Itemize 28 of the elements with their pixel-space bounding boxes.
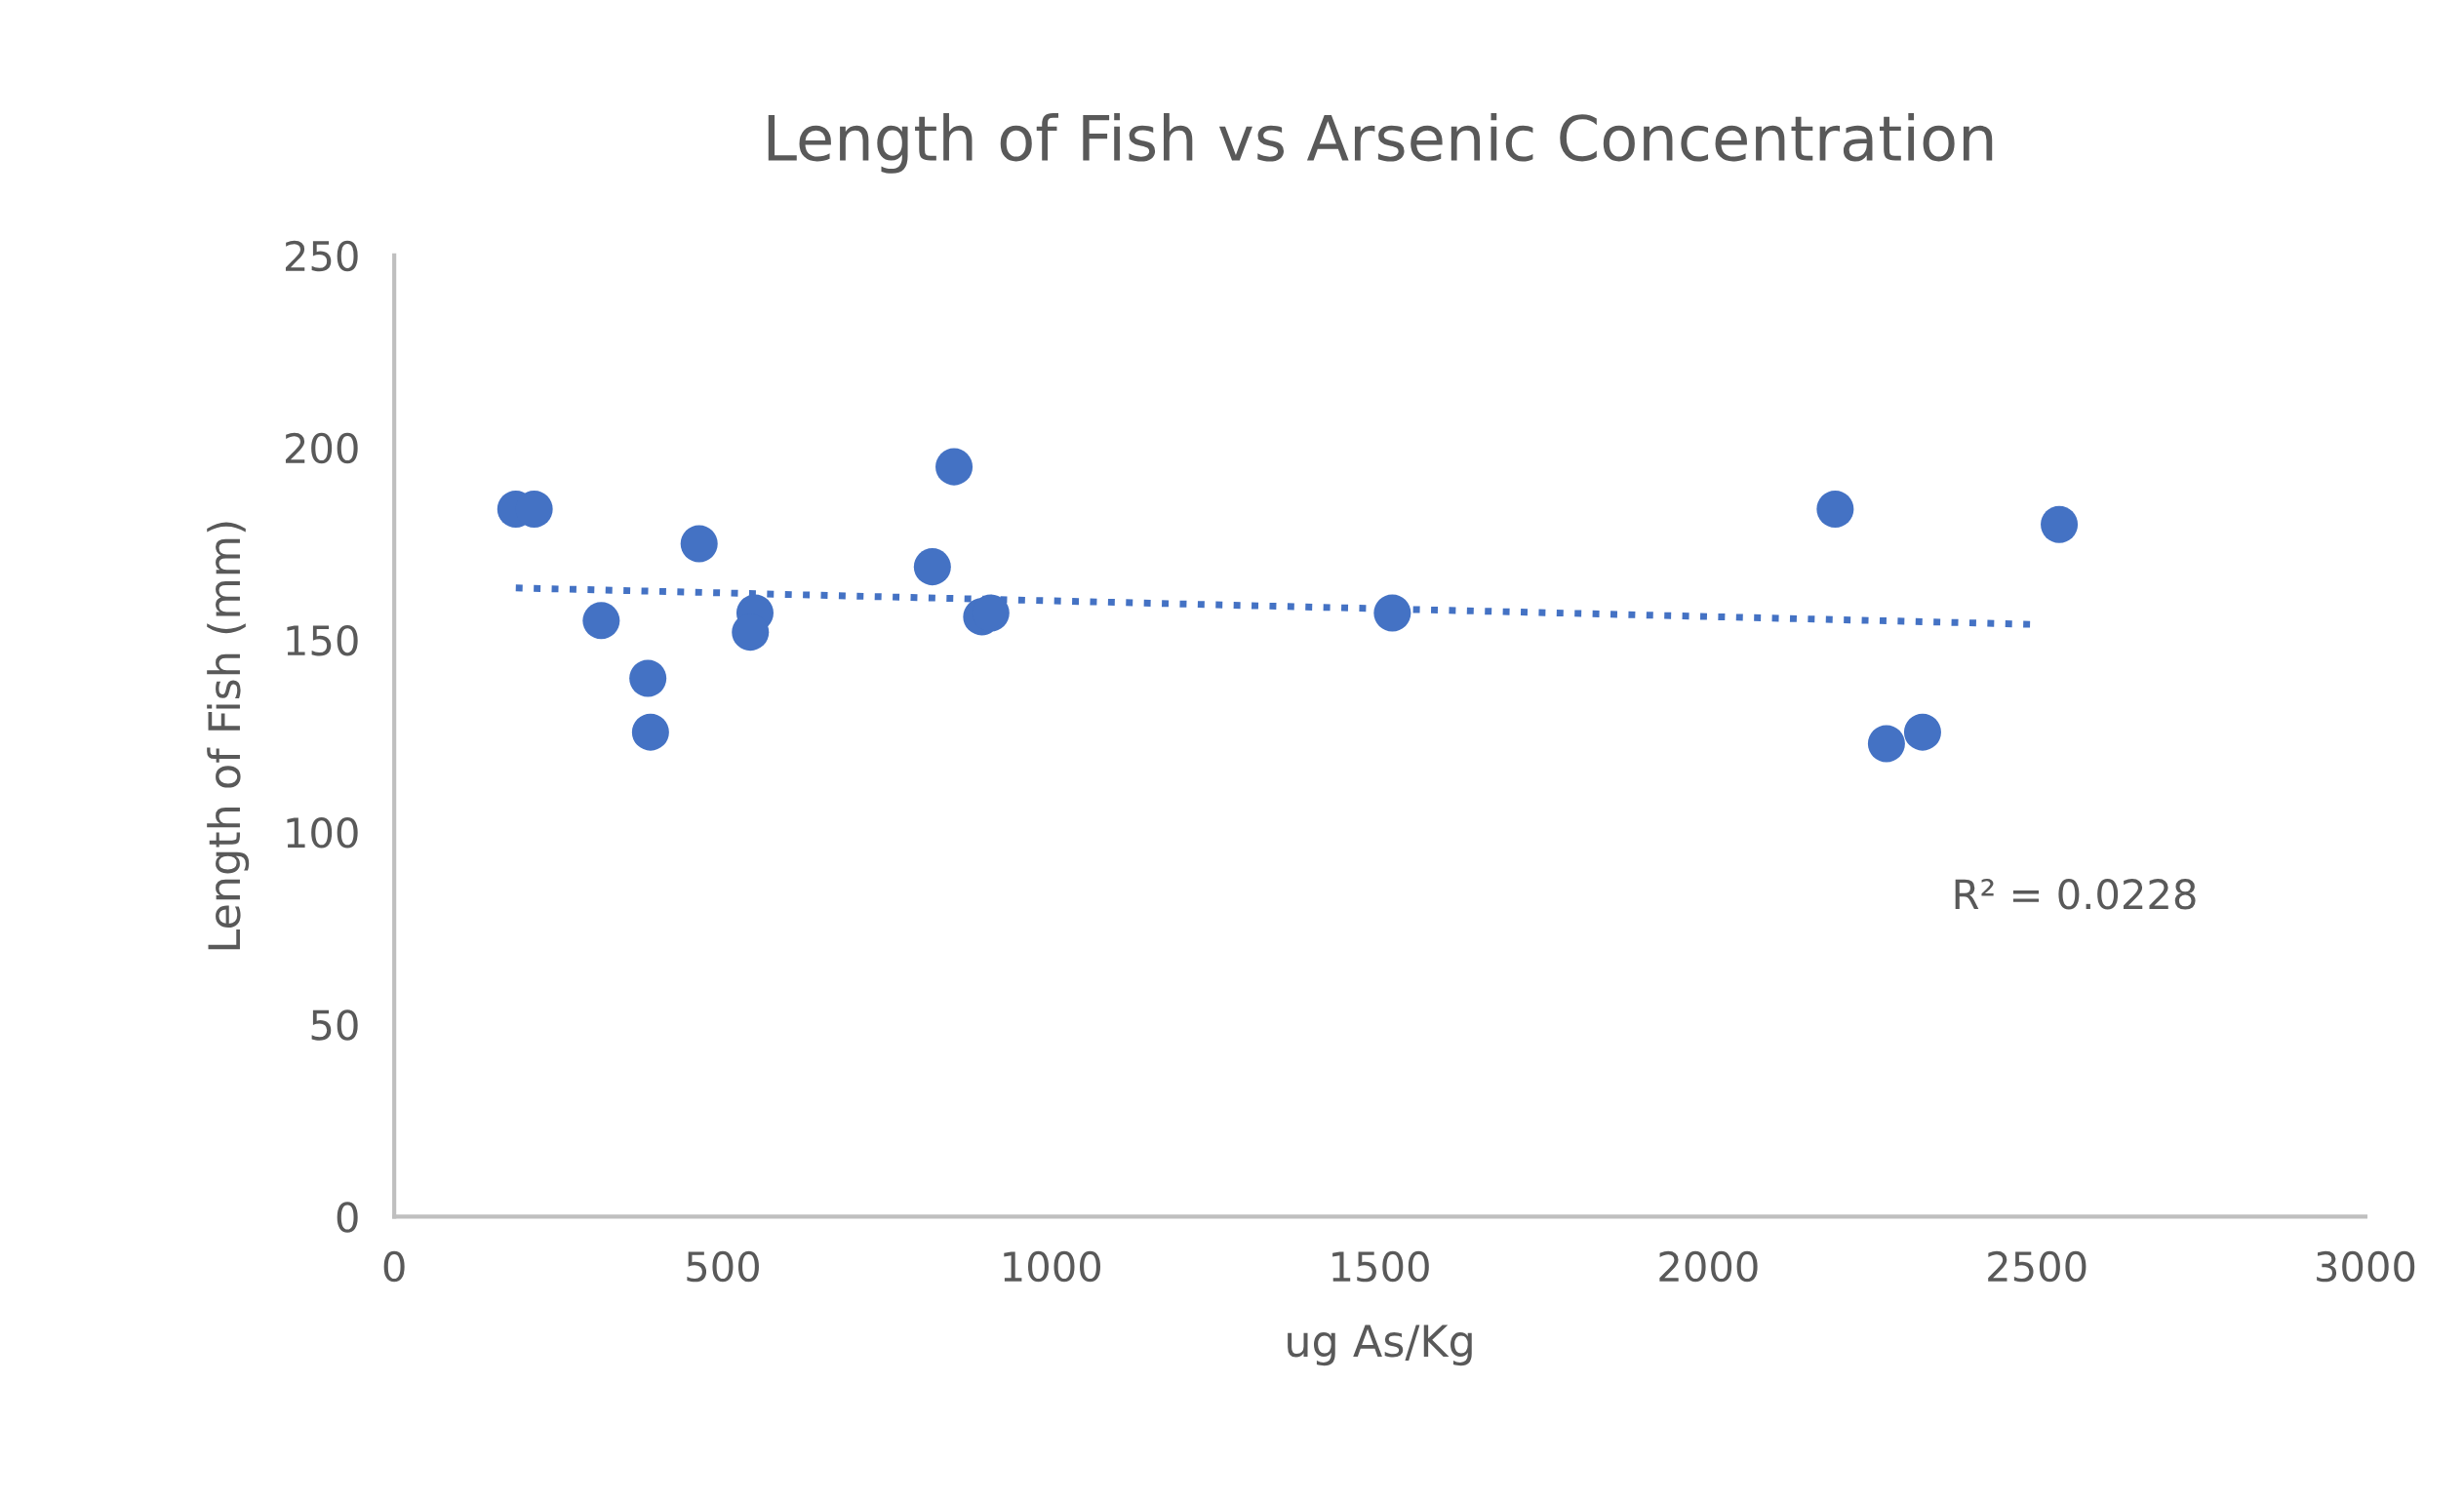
point — [1816, 490, 1854, 529]
x-tick-label: 1500 — [1332, 1250, 1429, 1283]
point — [1903, 713, 1941, 751]
x-tick-label: 500 — [687, 1250, 759, 1283]
point — [582, 602, 620, 640]
point — [680, 525, 718, 563]
y-tick-label: 250 — [285, 240, 358, 272]
x-tick-label: 1000 — [1004, 1250, 1101, 1283]
point — [935, 448, 974, 486]
point — [631, 713, 669, 751]
x-tick-label: 0 — [383, 1250, 405, 1283]
point — [2041, 505, 2079, 543]
y-tick-label: 100 — [287, 817, 358, 849]
point — [629, 659, 667, 697]
y-tick-label: 150 — [287, 624, 358, 656]
annotation: R² = 0.0228 — [1955, 879, 2196, 910]
y-tick-label: 50 — [311, 1009, 358, 1041]
point — [1867, 725, 1905, 763]
point — [1373, 594, 1411, 632]
point — [913, 548, 951, 586]
chart-title: Length of Fish vs Arsenic Concentration — [768, 113, 1993, 174]
y-tick-label: 200 — [285, 432, 358, 464]
x-axis-title: ug As/Kg — [1288, 1324, 1472, 1366]
x-tick-label: 2500 — [1988, 1250, 2086, 1283]
y-axis-title: Length of Fish (mm) — [207, 522, 250, 950]
y-tick-label: 0 — [337, 1202, 358, 1233]
x-tick-label: 2000 — [1659, 1250, 1758, 1283]
x-tick-label: 3000 — [2317, 1250, 2415, 1283]
